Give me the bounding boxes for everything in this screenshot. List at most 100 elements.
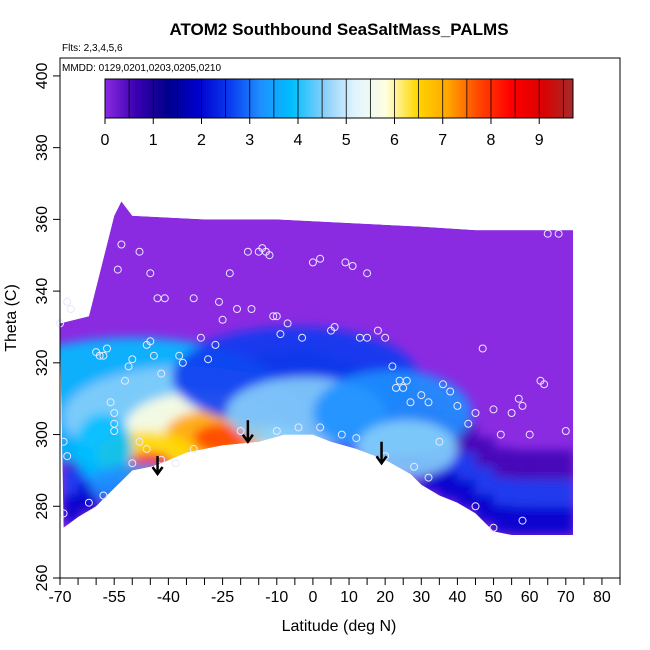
flight-point <box>272 312 281 321</box>
flight-point <box>471 409 480 417</box>
colorbar-tick-label: 3 <box>245 132 254 149</box>
colorbar-tick-label: 2 <box>197 132 206 149</box>
flight-point <box>204 355 213 364</box>
flight-point <box>99 351 108 360</box>
x-tick-label: 80 <box>593 589 611 606</box>
flight-point <box>471 502 480 511</box>
flight-point <box>99 491 108 500</box>
flight-point <box>218 315 227 324</box>
flight-point <box>381 333 390 342</box>
flight-point <box>146 269 155 278</box>
descent-arrow-head <box>375 455 388 466</box>
flight-point <box>149 351 158 360</box>
flight-point <box>84 498 93 507</box>
flight-point <box>283 319 292 328</box>
y-tick-label: 280 <box>34 493 51 520</box>
field-band <box>457 480 477 509</box>
flight-point <box>265 251 274 260</box>
field-band <box>439 471 459 500</box>
flight-point <box>561 427 570 435</box>
x-tick-label: 20 <box>376 589 394 606</box>
flight-point <box>543 229 552 238</box>
flight-point <box>243 247 252 256</box>
flight-point <box>388 362 397 371</box>
flight-point <box>121 376 129 385</box>
x-tick-label: 0 <box>308 589 317 606</box>
flight-point <box>189 294 198 303</box>
field-band <box>63 467 80 498</box>
flight-point <box>272 427 281 435</box>
x-tick-label: 70 <box>557 589 575 606</box>
x-tick-label: -25 <box>211 589 234 606</box>
flight-points <box>56 229 570 532</box>
flight-point <box>363 333 372 342</box>
flight-point <box>113 265 122 274</box>
y-axis-label: Theta (C) <box>3 284 20 352</box>
x-tick-label: 60 <box>521 589 539 606</box>
y-tick-label: 320 <box>34 349 51 376</box>
flight-point <box>399 383 408 392</box>
flight-point <box>269 312 278 321</box>
concentration-maximum <box>356 420 458 478</box>
flight-point <box>63 452 72 461</box>
flight-point <box>128 459 137 468</box>
field-band <box>529 479 573 510</box>
flight-point <box>63 297 72 306</box>
plot-frame <box>59 57 621 579</box>
x-tick-label: -40 <box>157 589 180 606</box>
flight-point <box>330 323 339 331</box>
y-axis: 260 280 300 320 340 360 380 400 <box>34 62 60 591</box>
flight-point <box>146 337 155 346</box>
flight-point <box>110 409 119 417</box>
x-tick-label: 30 <box>412 589 430 606</box>
flight-point <box>402 376 411 385</box>
flight-point <box>435 437 444 446</box>
concentration-maximum <box>88 463 191 507</box>
flight-point <box>417 391 426 400</box>
colorbar-tick-label: 5 <box>342 132 351 149</box>
y-tick-label: 360 <box>34 206 51 233</box>
field-band <box>475 467 495 498</box>
flight-point <box>124 362 133 371</box>
colorbar-tick-label: 7 <box>438 132 447 149</box>
flight-point <box>157 369 166 378</box>
field-band <box>529 449 573 480</box>
field-band <box>457 453 477 484</box>
flight-point <box>211 340 220 349</box>
flight-point <box>95 351 104 360</box>
flight-point <box>406 398 415 407</box>
flight-point <box>66 305 75 313</box>
y-tick-label: 260 <box>34 565 51 592</box>
colorbar-tick-label: 8 <box>487 132 496 149</box>
colorbar-tick-label: 1 <box>149 132 158 149</box>
flight-point <box>135 247 144 256</box>
x-tick-label: 10 <box>340 589 358 606</box>
flight-point <box>337 430 346 439</box>
concentration-field <box>60 201 573 535</box>
flight-point <box>128 355 137 364</box>
flight-point <box>294 423 303 432</box>
y-tick-label: 380 <box>34 134 51 161</box>
flight-point <box>518 516 527 525</box>
dates-label: MMDD: 0129,0201,0203,0205,0210 <box>62 63 221 74</box>
flight-point <box>236 427 245 435</box>
flight-point <box>424 398 433 407</box>
field-band <box>529 506 573 535</box>
field-band <box>493 478 513 509</box>
flight-point <box>225 269 234 278</box>
flight-point <box>117 240 126 249</box>
colorbar-tick-label: 4 <box>294 132 303 149</box>
flight-point <box>106 398 115 407</box>
field-band <box>63 494 80 523</box>
field-band <box>511 506 531 535</box>
flight-point <box>316 423 325 432</box>
flight-point <box>175 351 184 360</box>
flight-point <box>489 405 498 414</box>
field-band <box>475 437 495 468</box>
x-tick-label: -10 <box>265 589 288 606</box>
flight-point <box>373 326 382 335</box>
field-band <box>511 479 531 510</box>
field-band <box>493 505 513 534</box>
flight-point <box>247 305 256 313</box>
colorbar-tick-label: 0 <box>101 132 110 149</box>
